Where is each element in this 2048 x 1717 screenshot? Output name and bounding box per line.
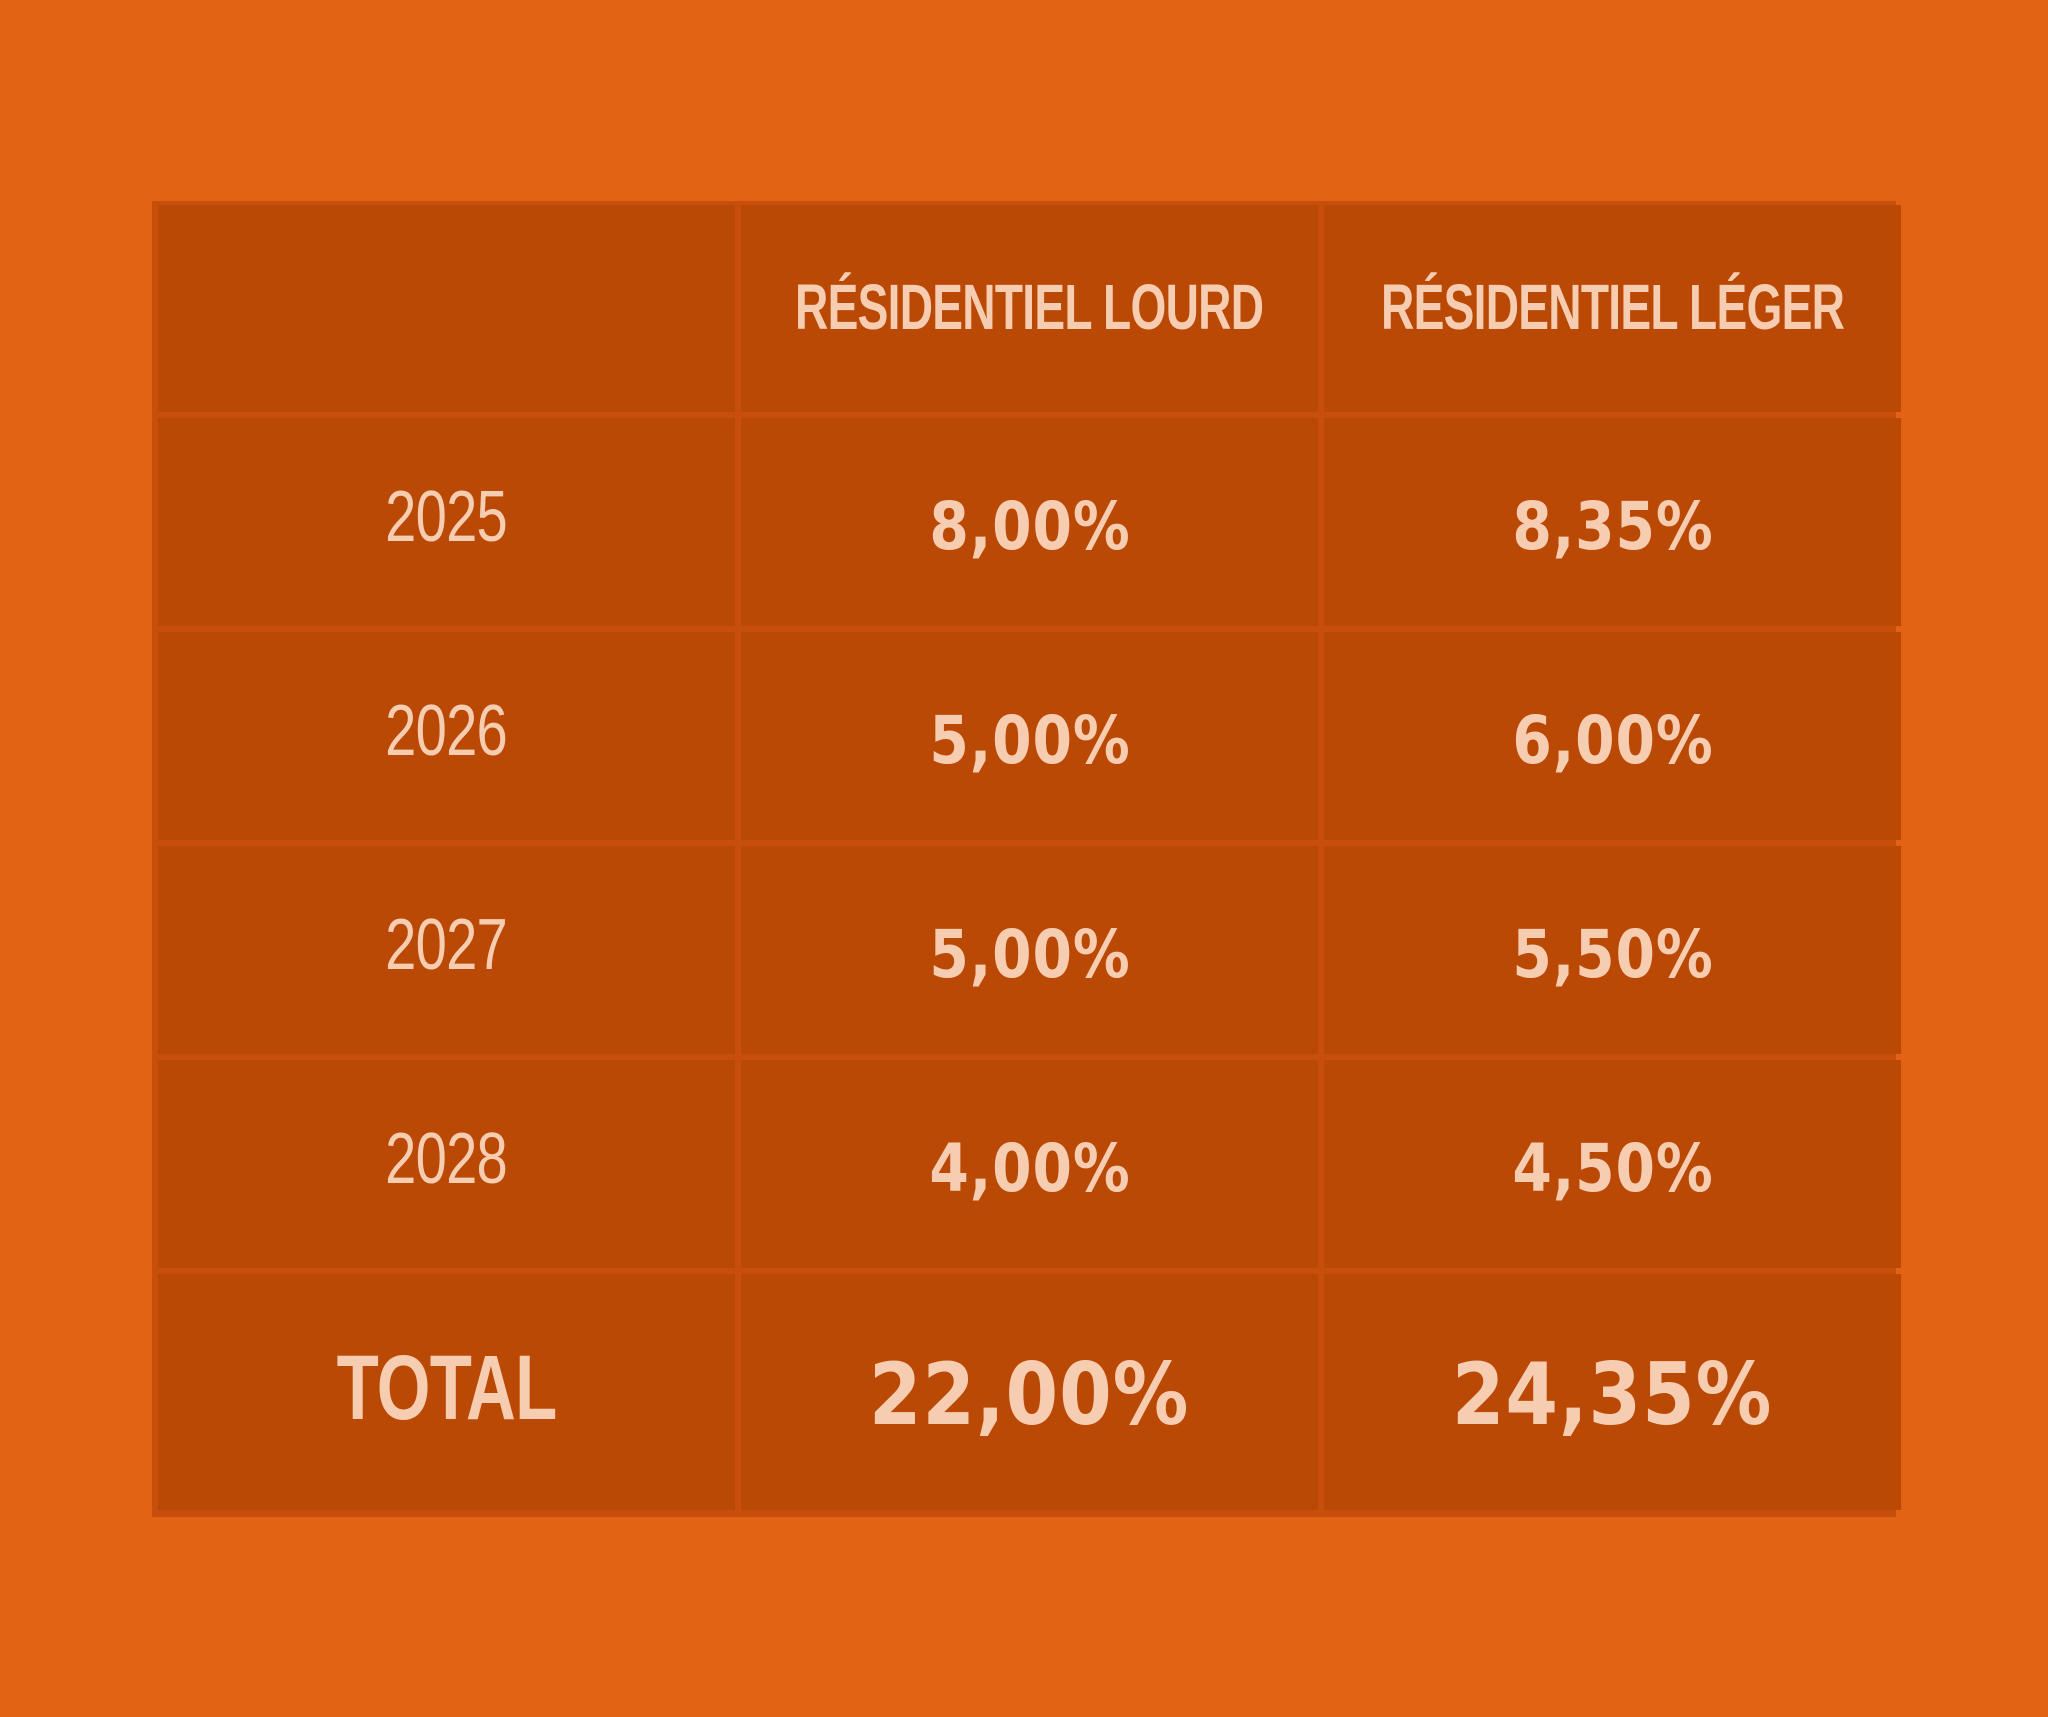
total-label: TOTAL: [336, 1336, 558, 1439]
table-cell: 5,00%: [741, 846, 1318, 1054]
table-cell: 8,35%: [1324, 418, 1901, 626]
column-header-residentiel-leger: RÉSIDENTIEL LÉGER: [1380, 270, 1845, 343]
row-label-cell: 2028: [158, 1060, 735, 1268]
total-value-leger: 24,35%: [1452, 1345, 1773, 1445]
table-cell: 4,50%: [1324, 1060, 1901, 1268]
table-cell: 5,00%: [741, 632, 1318, 840]
total-value-lourd: 22,00%: [869, 1345, 1190, 1445]
row-label-cell: 2027: [158, 846, 735, 1054]
row-label-2027: 2027: [385, 905, 509, 985]
value-2027-lourd: 5,00%: [928, 915, 1131, 993]
table-cell: 6,00%: [1324, 632, 1901, 840]
row-label-2028: 2028: [385, 1119, 509, 1199]
value-2025-leger: 8,35%: [1511, 487, 1714, 565]
total-label-cell: TOTAL: [158, 1274, 735, 1510]
value-2026-leger: 6,00%: [1511, 701, 1714, 779]
value-2028-leger: 4,50%: [1511, 1129, 1714, 1207]
header-cell-residentiel-lourd: RÉSIDENTIEL LOURD: [741, 205, 1318, 412]
table-cell: 4,00%: [741, 1060, 1318, 1268]
total-cell: 22,00%: [741, 1274, 1318, 1510]
header-corner-cell: [158, 205, 735, 412]
table-cell: 5,50%: [1324, 846, 1901, 1054]
row-label-cell: 2025: [158, 418, 735, 626]
rates-table: RÉSIDENTIEL LOURD RÉSIDENTIEL LÉGER 2025…: [152, 201, 1901, 1517]
rates-grid: RÉSIDENTIEL LOURD RÉSIDENTIEL LÉGER 2025…: [152, 201, 1901, 1517]
total-cell: 24,35%: [1324, 1274, 1901, 1510]
value-2025-lourd: 8,00%: [928, 487, 1131, 565]
value-2026-lourd: 5,00%: [928, 701, 1131, 779]
column-header-residentiel-lourd: RÉSIDENTIEL LOURD: [795, 270, 1264, 343]
row-label-2025: 2025: [385, 477, 509, 557]
value-2028-lourd: 4,00%: [928, 1129, 1131, 1207]
row-label-cell: 2026: [158, 632, 735, 840]
header-cell-residentiel-leger: RÉSIDENTIEL LÉGER: [1324, 205, 1901, 412]
row-label-2026: 2026: [385, 691, 509, 771]
table-cell: 8,00%: [741, 418, 1318, 626]
value-2027-leger: 5,50%: [1511, 915, 1714, 993]
